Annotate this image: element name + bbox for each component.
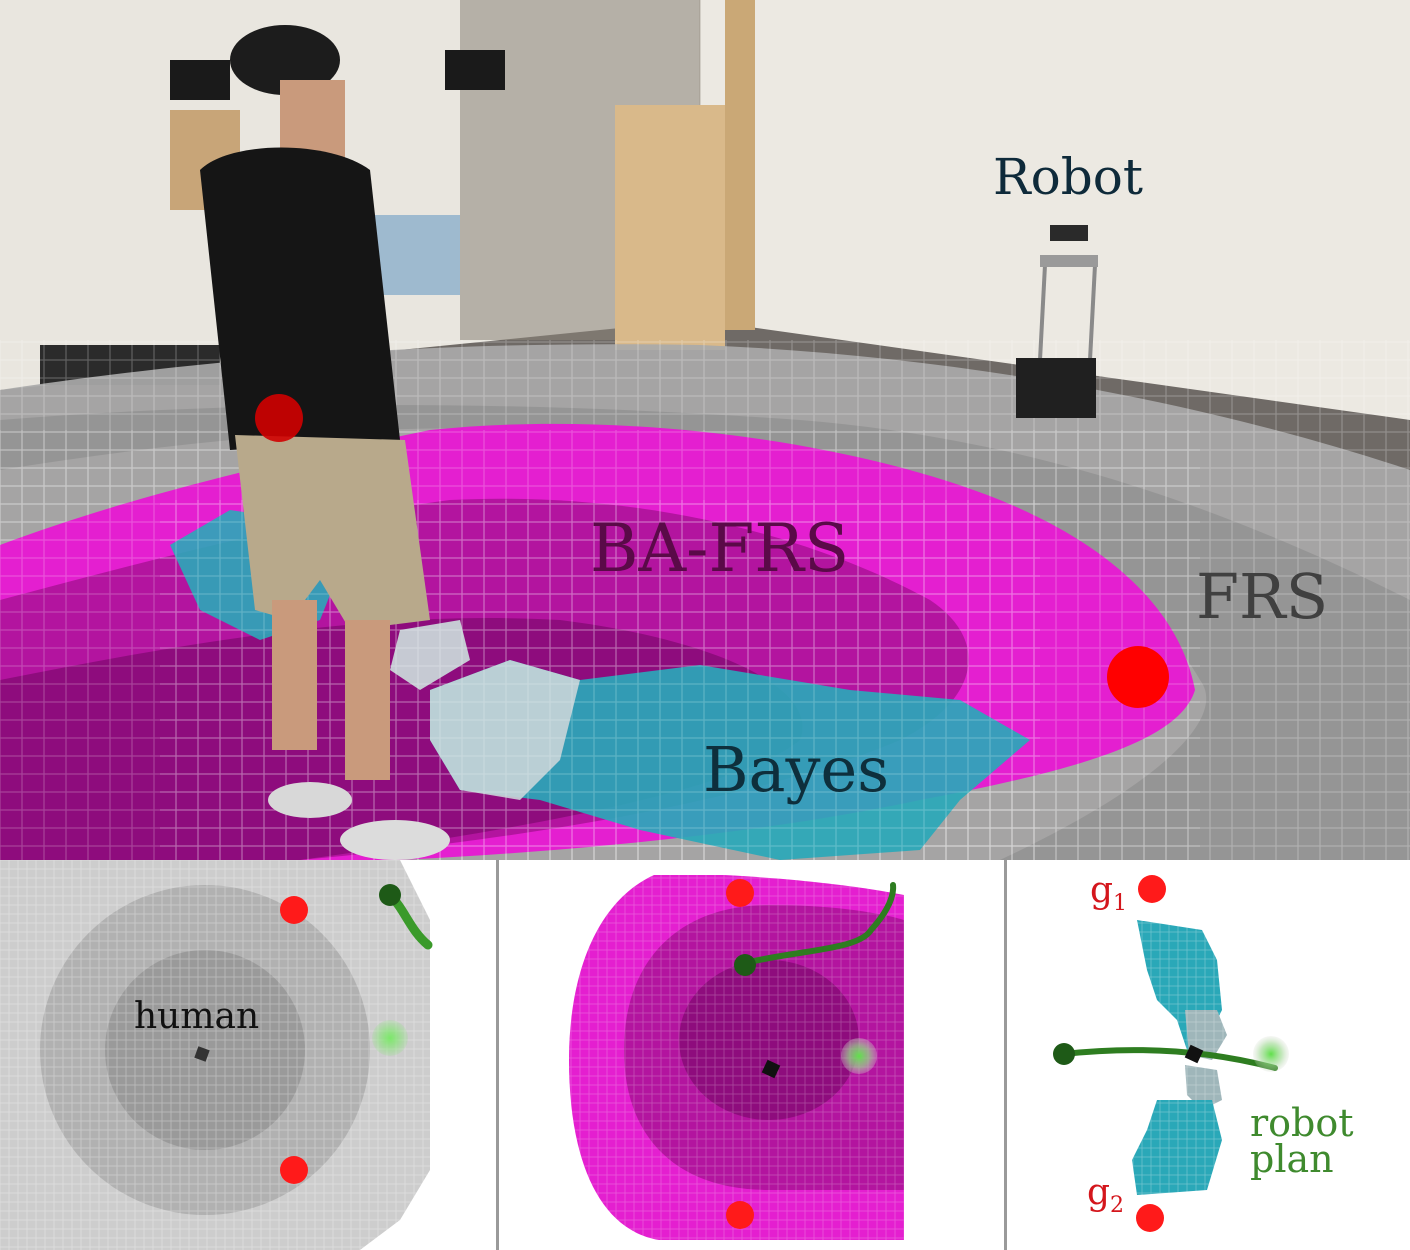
goal-1-label: g1: [1090, 870, 1128, 917]
bayes-label: Bayes: [703, 733, 890, 806]
goal-dot-1: [280, 896, 308, 924]
goal-dot-1: [1138, 875, 1166, 903]
human-figure: [200, 25, 450, 860]
robot-start: [379, 884, 401, 906]
robot-plan-label-line2: plan: [1250, 1137, 1334, 1181]
frs-panel: human: [0, 860, 496, 1250]
goal-dot-1: [726, 879, 754, 907]
goal-dot-2: [280, 1156, 308, 1184]
monitor-left: [170, 60, 230, 100]
robot-start: [734, 954, 756, 976]
robot-goal-glow: [841, 1038, 877, 1074]
robot-plan-path: [742, 882, 897, 966]
panel-divider-1: [496, 860, 499, 1250]
human-position-dot: [255, 394, 303, 442]
bayes-panel: [1007, 860, 1410, 1250]
goal-dot: [1107, 646, 1169, 708]
goal-2-label: g2: [1087, 1172, 1125, 1219]
right-wall: [700, 0, 1410, 420]
ba-frs-panel: [499, 860, 1004, 1250]
robot-label: Robot: [993, 148, 1143, 206]
ba-frs-label: BA-FRS: [590, 510, 850, 587]
goal-dot-2: [1136, 1204, 1164, 1232]
robot-start: [1053, 1043, 1075, 1065]
robot-plan-label-line1: robot: [1250, 1101, 1354, 1145]
goal-dot-2: [726, 1201, 754, 1229]
robot-plan-path: [1061, 1047, 1278, 1071]
plywood-boards: [615, 105, 725, 350]
frs-label: FRS: [1196, 560, 1329, 633]
scene-photo: [0, 0, 1410, 860]
monitor-right: [445, 50, 505, 90]
storage-bin: [370, 215, 460, 295]
human-marker: [194, 1046, 210, 1062]
robot-plan-label: robot plan: [1250, 1101, 1354, 1181]
robot-goal-glow: [1253, 1036, 1289, 1072]
human-label: human: [134, 996, 260, 1037]
robot-goal-glow: [372, 1020, 408, 1056]
human-marker: [761, 1059, 781, 1079]
wood-plank: [725, 0, 755, 330]
human-marker: [1184, 1044, 1204, 1064]
panel-divider-2: [1004, 860, 1007, 1250]
robot-figure: [1016, 225, 1098, 418]
